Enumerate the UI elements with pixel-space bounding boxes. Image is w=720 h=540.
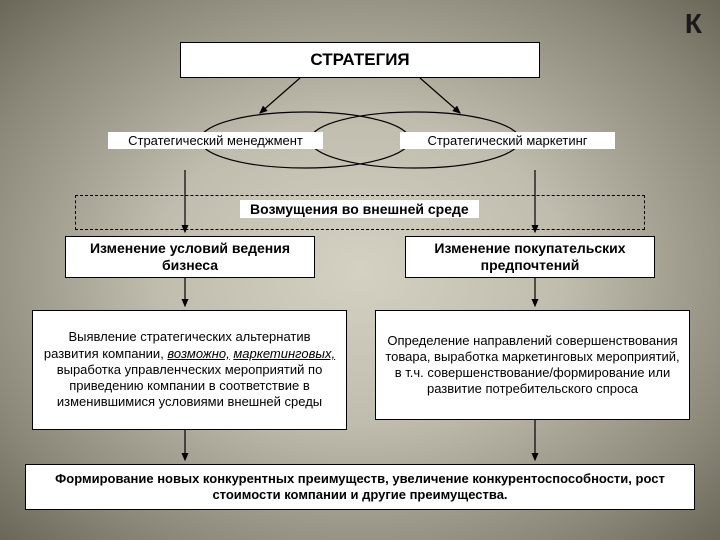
corner-letter: К bbox=[685, 8, 702, 40]
right-branch-text: Стратегический маркетинг bbox=[427, 133, 587, 148]
strategy-title: СТРАТЕГИЯ bbox=[310, 49, 409, 70]
detail-right-box: Определение направлений совершенствовани… bbox=[375, 310, 690, 420]
detail-left-em2: маркетинговых, bbox=[233, 346, 335, 361]
left-branch-text: Стратегический менеджмент bbox=[128, 133, 303, 148]
detail-left-em1: возможно, bbox=[167, 346, 229, 361]
change-right-text: Изменение покупательских предпочтений bbox=[414, 240, 646, 275]
detail-left-box: Выявление стратегических альтернатив раз… bbox=[32, 310, 347, 430]
change-left-text: Изменение условий ведения бизнеса bbox=[74, 240, 306, 275]
detail-right-text: Определение направлений совершенствовани… bbox=[384, 333, 681, 398]
change-left-box: Изменение условий ведения бизнеса bbox=[65, 236, 315, 278]
detail-left-text: Выявление стратегических альтернатив раз… bbox=[41, 329, 338, 410]
environment-text: Возмущения во внешней среде bbox=[250, 201, 469, 217]
environment-label: Возмущения во внешней среде bbox=[240, 200, 479, 218]
bottom-box: Формирование новых конкурентных преимуще… bbox=[25, 464, 695, 510]
bottom-text: Формирование новых конкурентных преимуще… bbox=[34, 471, 686, 504]
detail-left-post: выработка управленческих мероприятий по … bbox=[57, 362, 323, 410]
strategy-title-box: СТРАТЕГИЯ bbox=[180, 42, 540, 78]
change-right-box: Изменение покупательских предпочтений bbox=[405, 236, 655, 278]
left-branch-label: Стратегический менеджмент bbox=[108, 132, 323, 149]
right-branch-label: Стратегический маркетинг bbox=[400, 132, 615, 149]
